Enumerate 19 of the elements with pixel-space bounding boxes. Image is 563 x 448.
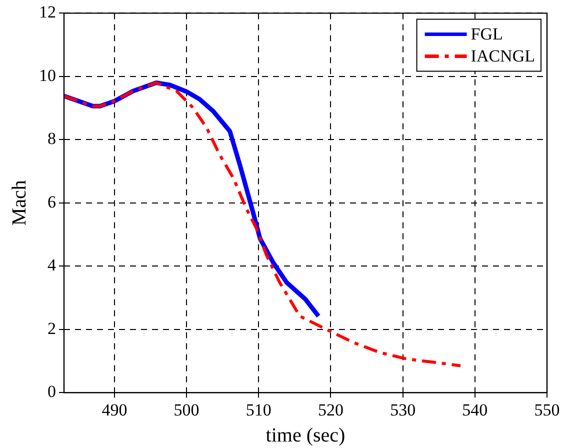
y-tick-label: 6 bbox=[48, 192, 56, 212]
x-tick-label: 510 bbox=[246, 400, 272, 420]
x-tick-label: 520 bbox=[318, 400, 344, 420]
x-tick-label: 550 bbox=[534, 400, 560, 420]
x-tick-label: 490 bbox=[102, 400, 128, 420]
y-tick-label: 10 bbox=[39, 66, 56, 85]
x-tick-label: 500 bbox=[174, 400, 200, 420]
y-tick-label: 2 bbox=[48, 318, 56, 338]
x-tick-label: 540 bbox=[462, 400, 488, 420]
y-axis-title: Mach bbox=[8, 180, 30, 226]
legend-label: IACNGL bbox=[470, 46, 536, 66]
y-tick-label: 0 bbox=[48, 382, 56, 402]
x-tick-label: 530 bbox=[390, 400, 416, 420]
legend-label: FGL bbox=[470, 24, 503, 44]
y-tick-label: 12 bbox=[39, 2, 56, 22]
x-axis-title: time (sec) bbox=[266, 424, 346, 446]
y-tick-label: 8 bbox=[48, 129, 56, 148]
line-series bbox=[64, 81, 462, 368]
y-tick-label: 4 bbox=[48, 256, 56, 275]
